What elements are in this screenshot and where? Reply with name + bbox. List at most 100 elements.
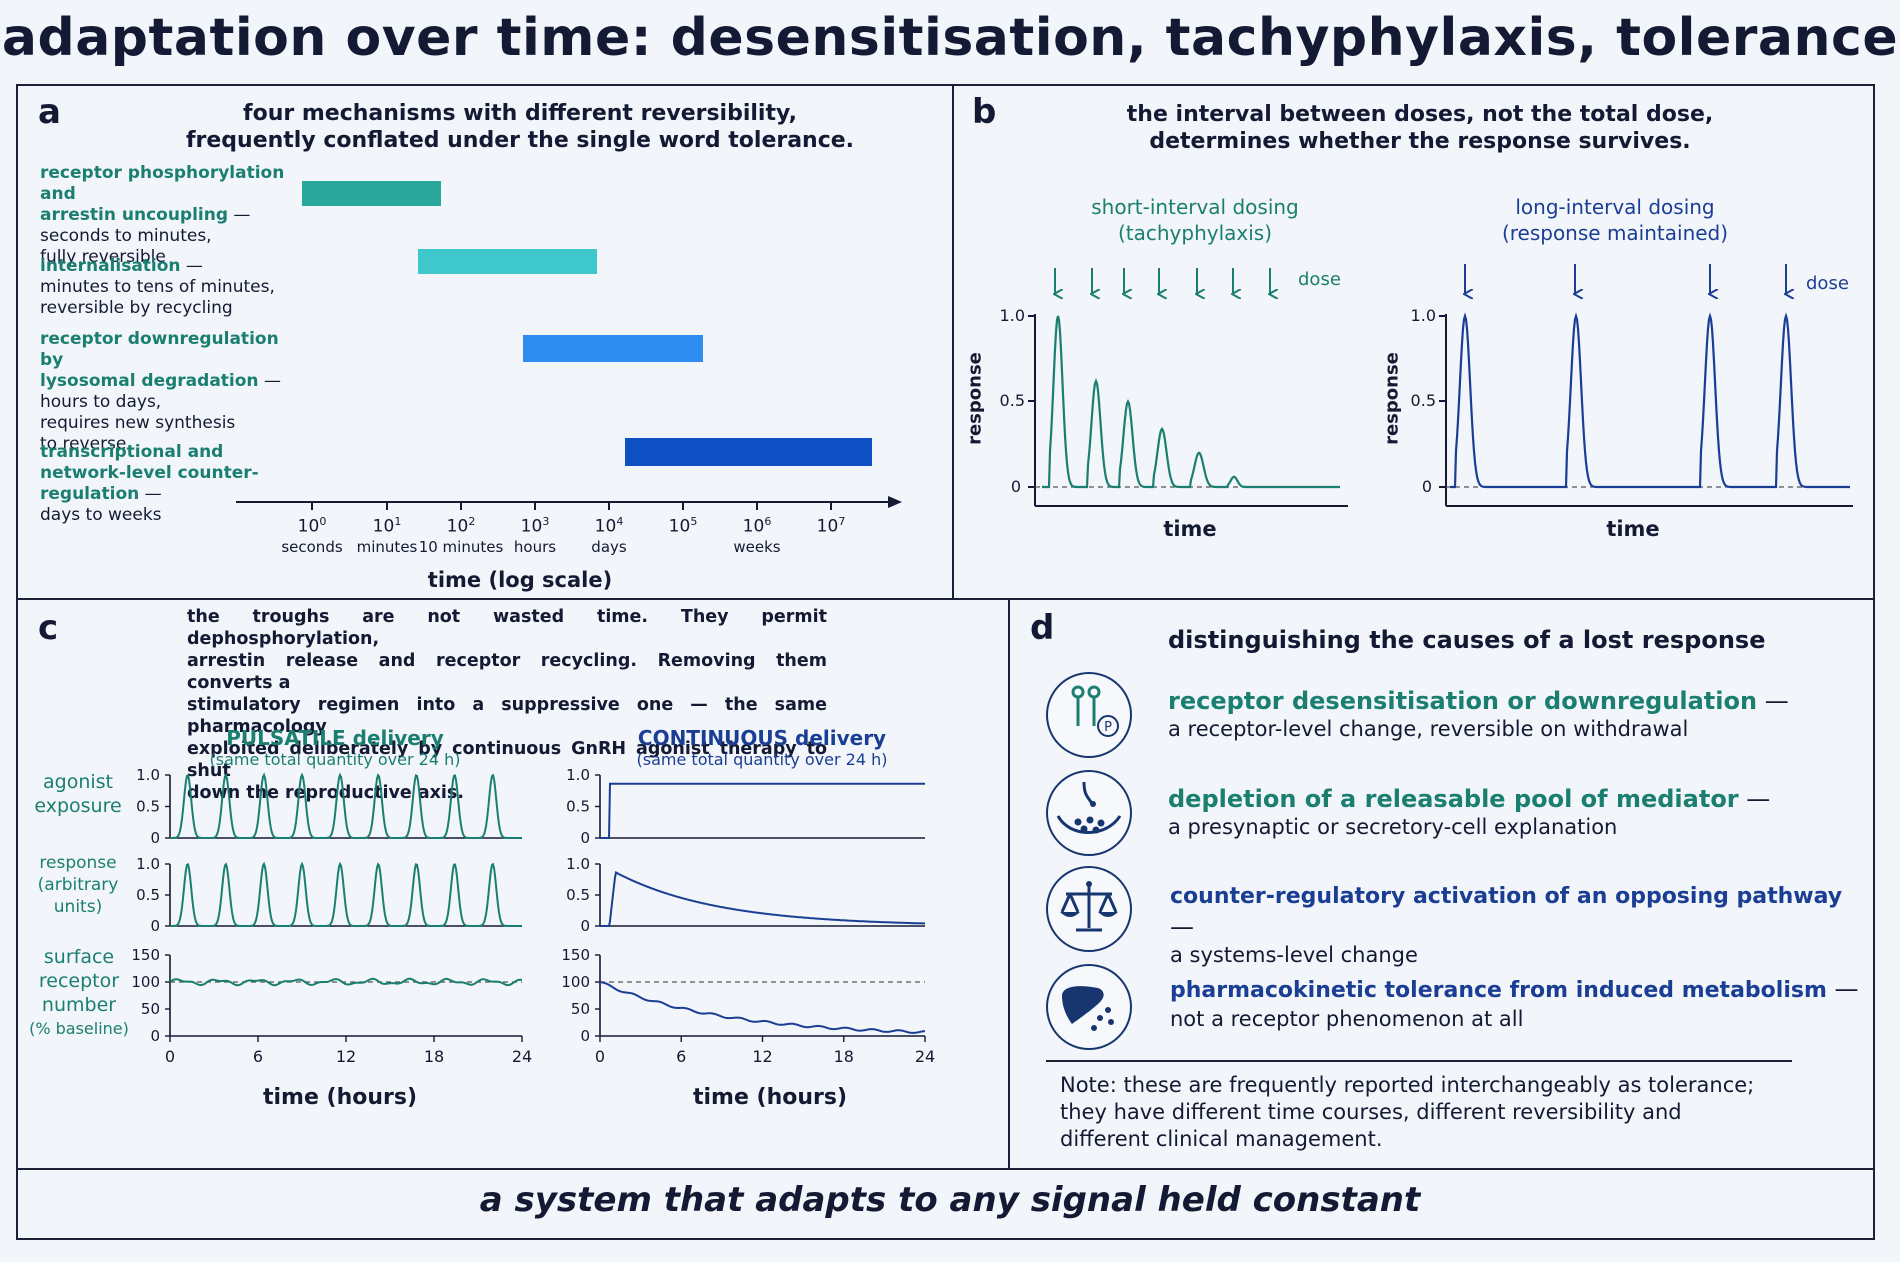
pulsatile-exposure-ytick-label: 1.0 (136, 766, 160, 784)
pulsatile-exposure-ytick-label: 0 (150, 829, 160, 847)
mechanism-4-name-b: network-level counter- (40, 463, 259, 483)
panel-c-label: c (38, 608, 59, 648)
long-dose-label: dose (1806, 273, 1849, 294)
cause-1-detail: a receptor-level change, reversible on w… (1168, 717, 1689, 741)
continuous-xtick-label: 18 (834, 1047, 854, 1066)
log-axis-title: time (log scale) (427, 568, 613, 592)
mechanism-3-name-a: receptor downregulation by (40, 329, 279, 370)
mechanism-3-detail-b: requires new synthesis (40, 413, 236, 433)
panel-d-note-1: Note: these are frequently reported inte… (1060, 1073, 1755, 1097)
pulsatile-xtick-label: 6 (253, 1047, 263, 1066)
cause-item-3: counter-regulatory activation of an oppo… (1170, 880, 1870, 969)
tick-0-unit: seconds (281, 537, 343, 556)
continuous-exposure-ytick-label: 0.5 (566, 798, 590, 816)
cause-3-detail: a systems-level change (1170, 943, 1418, 967)
cause-4-head: pharmacokinetic tolerance from induced m… (1170, 978, 1827, 1003)
panel-d-note-2: they have different time courses, differ… (1060, 1100, 1682, 1124)
tick-4-exp: 4 (616, 515, 624, 528)
mechanism-2-name: internalisation (40, 256, 181, 276)
pulsatile-x-label: time (hours) (262, 1085, 418, 1110)
pulsatile-exposure-line (170, 772, 522, 839)
pulsatile-receptor-ytick-label: 50 (141, 1000, 160, 1018)
row-label-response-1: response (39, 853, 117, 873)
long-axes (1439, 314, 1853, 507)
tick-1-unit: minutes (356, 537, 418, 556)
short-response-curve (1042, 315, 1340, 489)
row-label-response-3: units) (53, 897, 103, 917)
page-title: adaptation over time: desensitisation, t… (1, 8, 1899, 68)
panel-b-title: the interval between doses, not the tota… (1050, 101, 1790, 155)
long-ytick-05: 0.5 (1410, 391, 1436, 410)
short-interval-title-line1: short-interval dosing (1091, 195, 1299, 219)
row-label-receptor-1: surface (43, 946, 115, 968)
mechanism-1-detail-a: seconds to minutes, (40, 226, 212, 246)
log-tick-marks (311, 502, 832, 510)
pulsatile-receptor-ytick-label: 150 (131, 946, 160, 964)
long-dose-arrows (1465, 264, 1786, 294)
mechanism-4-name-a: transcriptional and (40, 442, 224, 462)
tick-1: 101 minutes (356, 515, 418, 556)
short-dose-label: dose (1298, 269, 1341, 290)
tick-4-unit: days (591, 537, 627, 556)
panel-c-note-4: exploited deliberately by continuous GnR… (187, 739, 827, 781)
pulsatile-title-sub: (same total quantity over 24 h) (209, 750, 461, 769)
pulsatile-response-ytick-label: 0 (150, 917, 160, 935)
continuous-response-line (600, 871, 925, 927)
continuous-title-sub: (same total quantity over 24 h) (636, 750, 888, 769)
footer-frame (16, 1168, 1875, 1240)
continuous-response-ytick-label: 1.0 (566, 855, 590, 873)
continuous-exposure-ytick-label: 0 (580, 829, 590, 847)
cause-item-4: pharmacokinetic tolerance from induced m… (1170, 974, 1870, 1033)
long-interval-title-line1: long-interval dosing (1515, 195, 1715, 219)
continuous-x-label: time (hours) (692, 1085, 848, 1110)
long-ytick-1: 1.0 (1410, 306, 1436, 325)
continuous-xtick-label: 12 (752, 1047, 772, 1066)
vesicle-release-icon (1046, 770, 1132, 856)
short-ytick-1: 1.0 (999, 306, 1025, 325)
mechanism-bar-1 (302, 181, 441, 206)
axis-arrowhead (888, 496, 902, 508)
receptor-phospho-icon: P (1046, 672, 1132, 758)
row-label-receptor: surface receptor number (% baseline) (24, 945, 134, 1041)
row-label-receptor-4: (% baseline) (29, 1019, 129, 1038)
continuous-title-main: CONTINUOUS delivery (637, 726, 887, 750)
tick-4: 104 days (591, 515, 627, 556)
tick-2-exp: 2 (468, 515, 476, 528)
cause-2-detail: a presynaptic or secretory-cell explanat… (1168, 815, 1618, 839)
row-label-exposure-1: agonist (43, 771, 113, 793)
tick-5-exp: 5 (690, 515, 698, 528)
panel-a-title-line2: frequently conflated under the single wo… (185, 128, 855, 153)
panel-b-title-line2: determines whether the response survives… (1149, 129, 1691, 154)
mechanism-2-detail-b: reversible by recycling (40, 298, 233, 318)
footer-text: a system that adapts to any signal held … (479, 1180, 1421, 1220)
tick-2-unit: 10 minutes (418, 537, 504, 556)
cause-3-dash: — (1170, 913, 1194, 941)
pulsatile-receptor-ytick-label: 0 (150, 1027, 160, 1045)
pulsatile-xtick-label: 12 (336, 1047, 356, 1066)
panel-c-note-1: the troughs are not wasted time. They pe… (187, 607, 827, 649)
tick-3-exp: 3 (542, 515, 550, 528)
panel-d-title: distinguishing the causes of a lost resp… (1168, 626, 1766, 654)
pulsatile-response-ytick-label: 0.5 (136, 886, 160, 904)
mechanism-3-name-b: lysosomal degradation (40, 371, 259, 391)
panel-a-title-line1: four mechanisms with different reversibi… (243, 101, 797, 126)
pulsatile-response-ytick-label: 1.0 (136, 855, 160, 873)
long-ytick-0: 0 (1421, 477, 1432, 496)
mechanism-1-name-a: receptor phosphorylation and (40, 163, 285, 204)
pulsatile-xtick-label: 0 (165, 1047, 175, 1066)
panel-a-title: four mechanisms with different reversibi… (170, 100, 870, 154)
continuous-receptor-ytick-label: 100 (561, 973, 590, 991)
cause-3-head: counter-regulatory activation of an oppo… (1170, 884, 1843, 909)
mechanism-bar-4 (625, 438, 872, 466)
short-x-label: time (1163, 517, 1217, 541)
panel-b-title-line1: the interval between doses, not the tota… (1126, 102, 1714, 127)
panel-d-note-3: different clinical management. (1060, 1127, 1383, 1151)
continuous-receptor-ytick-label: 50 (571, 1000, 590, 1018)
tick-0: 100 seconds (281, 515, 343, 556)
row-label-response-2: (arbitrary (37, 875, 119, 895)
mechanism-label-3: receptor downregulation by lysosomal deg… (40, 329, 281, 454)
short-interval-title: short-interval dosing (tachyphylaxis) (1040, 194, 1350, 246)
row-label-receptor-3: number (41, 994, 117, 1016)
cause-2-head: depletion of a releasable pool of mediat… (1168, 785, 1739, 813)
